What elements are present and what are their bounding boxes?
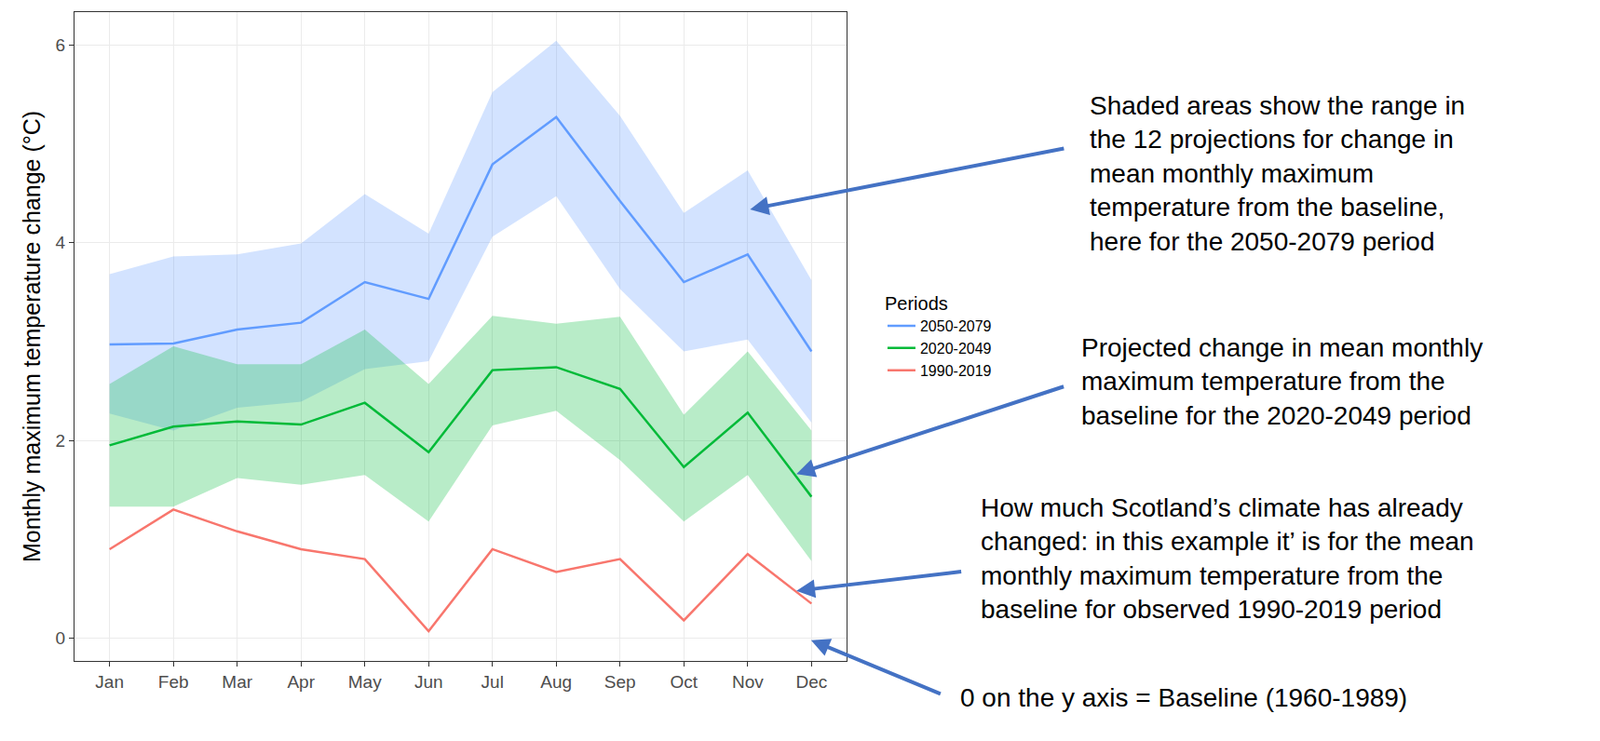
svg-text:2: 2 xyxy=(55,431,67,451)
svg-text:0 on the y axis = Baseline (19: 0 on the y axis = Baseline (1960-1989) xyxy=(960,683,1408,713)
svg-text:Jul: Jul xyxy=(481,672,504,692)
svg-text:Nov: Nov xyxy=(732,672,764,692)
svg-text:Dec: Dec xyxy=(795,672,828,692)
svg-text:Feb: Feb xyxy=(158,672,190,692)
svg-text:Oct: Oct xyxy=(670,672,699,692)
svg-text:Jun: Jun xyxy=(414,672,444,692)
svg-text:How much Scotland’s climate ha: How much Scotland’s climate has alreadyc… xyxy=(980,493,1475,624)
svg-text:May: May xyxy=(348,672,382,692)
svg-text:Jan: Jan xyxy=(94,672,124,692)
svg-text:Apr: Apr xyxy=(286,672,315,692)
svg-text:Periods: Periods xyxy=(884,293,949,314)
svg-text:4: 4 xyxy=(55,232,67,253)
svg-text:2050-2079: 2050-2079 xyxy=(920,318,992,335)
svg-text:Mar: Mar xyxy=(221,672,253,692)
svg-text:Shaded areas show the range in: Shaded areas show the range inthe 12 pro… xyxy=(1089,91,1465,257)
svg-text:0: 0 xyxy=(55,628,67,649)
svg-text:2020-2049: 2020-2049 xyxy=(920,340,992,357)
svg-text:Projected change in mean month: Projected change in mean monthlymaximum … xyxy=(1081,333,1483,431)
svg-text:Aug: Aug xyxy=(540,672,572,692)
svg-text:Monthly maximum temperature ch: Monthly maximum temperature change (°C) xyxy=(18,110,45,563)
svg-text:Sep: Sep xyxy=(604,672,637,692)
svg-text:1990-2019: 1990-2019 xyxy=(920,363,992,380)
svg-text:6: 6 xyxy=(55,35,67,55)
